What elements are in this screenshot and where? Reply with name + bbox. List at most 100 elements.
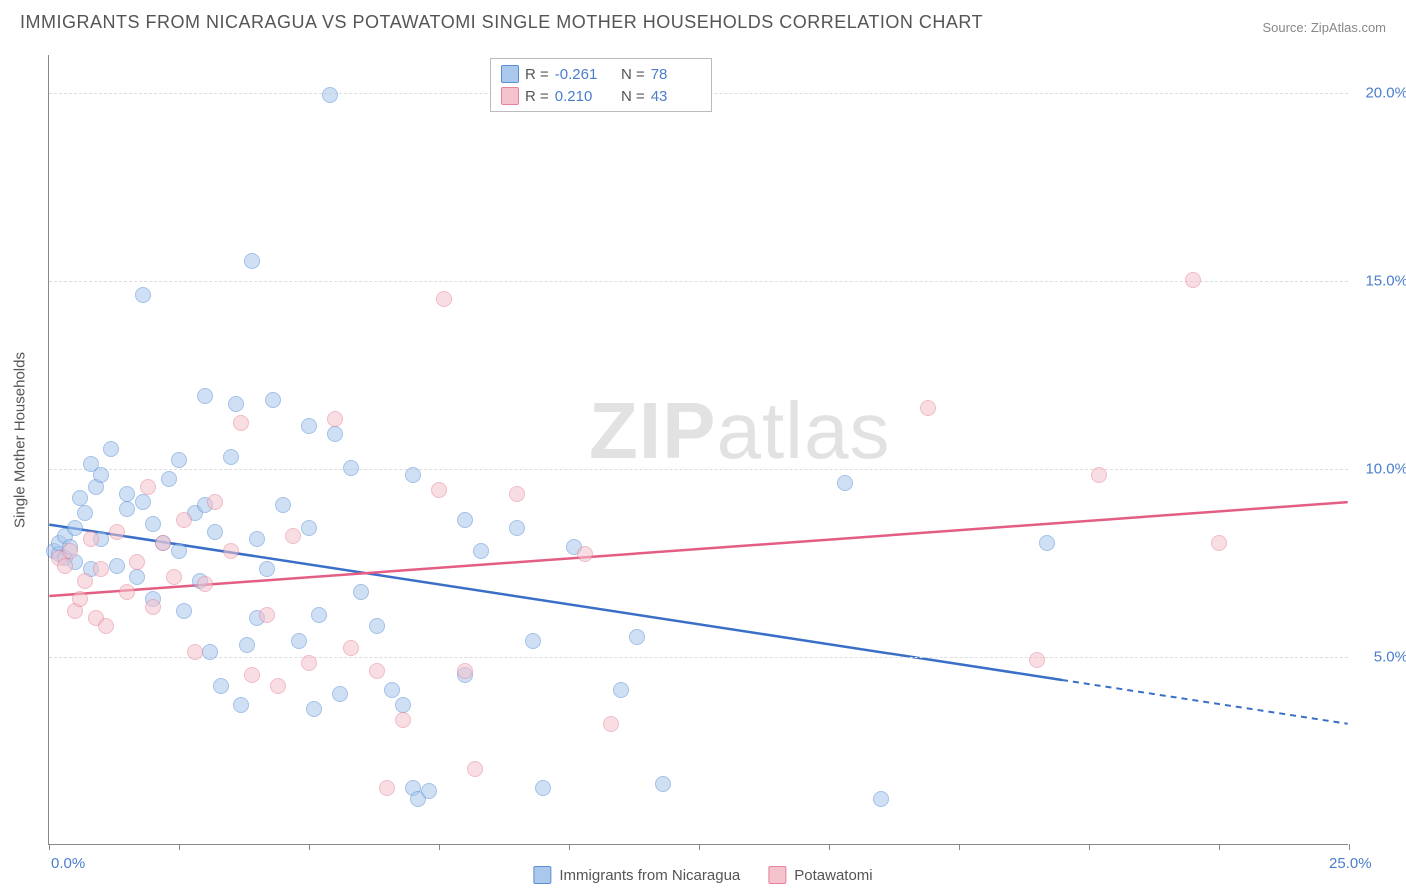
x-tick [1089,844,1090,850]
x-tick [179,844,180,850]
y-tick-label: 15.0% [1365,272,1406,289]
data-point [353,584,369,600]
data-point [577,546,593,562]
data-point [509,486,525,502]
watermark-light: atlas [716,386,890,475]
x-tick [569,844,570,850]
data-point [176,603,192,619]
legend-n-label: N = [621,66,645,83]
legend-r-value: 0.210 [555,88,605,105]
data-point [285,528,301,544]
x-tick [49,844,50,850]
data-point [207,494,223,510]
x-tick [829,844,830,850]
data-point [873,791,889,807]
x-tick [1219,844,1220,850]
data-point [135,287,151,303]
data-point [525,633,541,649]
data-point [332,686,348,702]
data-point [265,392,281,408]
trend-lines [49,55,1348,844]
data-point [145,599,161,615]
data-point [176,512,192,528]
x-tick-label: 0.0% [51,855,85,872]
y-tick-label: 5.0% [1374,648,1406,665]
gridline [49,657,1348,658]
data-point [67,520,83,536]
data-point [223,543,239,559]
data-point [395,712,411,728]
data-point [119,584,135,600]
data-point [405,467,421,483]
data-point [1039,535,1055,551]
data-point [421,783,437,799]
gridline [49,281,1348,282]
data-point [270,678,286,694]
legend-series-name: Potawatomi [794,867,872,884]
y-tick-label: 20.0% [1365,84,1406,101]
data-point [613,682,629,698]
data-point [244,667,260,683]
legend-n-label: N = [621,88,645,105]
x-tick-label: 25.0% [1329,855,1372,872]
data-point [140,479,156,495]
legend-r-label: R = [525,88,549,105]
data-point [119,501,135,517]
gridline [49,469,1348,470]
legend-r-value: -0.261 [555,66,605,83]
data-point [436,291,452,307]
data-point [327,411,343,427]
data-point [233,697,249,713]
data-point [202,644,218,660]
chart-title: IMMIGRANTS FROM NICARAGUA VS POTAWATOMI … [20,12,983,33]
data-point [77,573,93,589]
data-point [1211,535,1227,551]
data-point [171,543,187,559]
x-tick [699,844,700,850]
data-point [457,512,473,528]
data-point [1091,467,1107,483]
data-point [311,607,327,623]
data-point [98,618,114,634]
watermark: ZIPatlas [589,385,890,477]
data-point [343,640,359,656]
y-tick-label: 10.0% [1365,460,1406,477]
legend-swatch [501,65,519,83]
chart-source: Source: ZipAtlas.com [1262,20,1386,35]
data-point [369,618,385,634]
legend-r-label: R = [525,66,549,83]
data-point [57,558,73,574]
legend-n-value: 43 [651,88,701,105]
legend-stat-row: R = 0.210 N = 43 [501,85,701,107]
data-point [62,543,78,559]
data-point [322,87,338,103]
data-point [135,494,151,510]
data-point [395,697,411,713]
data-point [384,682,400,698]
data-point [93,467,109,483]
data-point [171,452,187,468]
data-point [629,629,645,645]
data-point [77,505,93,521]
data-point [187,644,203,660]
data-point [249,531,265,547]
legend-series-name: Immigrants from Nicaragua [559,867,740,884]
data-point [129,554,145,570]
legend-item: Immigrants from Nicaragua [533,866,740,884]
data-point [155,535,171,551]
data-point [109,524,125,540]
data-point [1185,272,1201,288]
data-point [920,400,936,416]
x-tick [439,844,440,850]
data-point [431,482,447,498]
legend-swatch [501,87,519,105]
data-point [72,591,88,607]
legend-bottom: Immigrants from Nicaragua Potawatomi [533,866,872,884]
y-axis-label: Single Mother Households [12,352,29,528]
data-point [207,524,223,540]
watermark-bold: ZIP [589,386,716,475]
data-point [275,497,291,513]
data-point [259,607,275,623]
x-tick [309,844,310,850]
data-point [301,520,317,536]
